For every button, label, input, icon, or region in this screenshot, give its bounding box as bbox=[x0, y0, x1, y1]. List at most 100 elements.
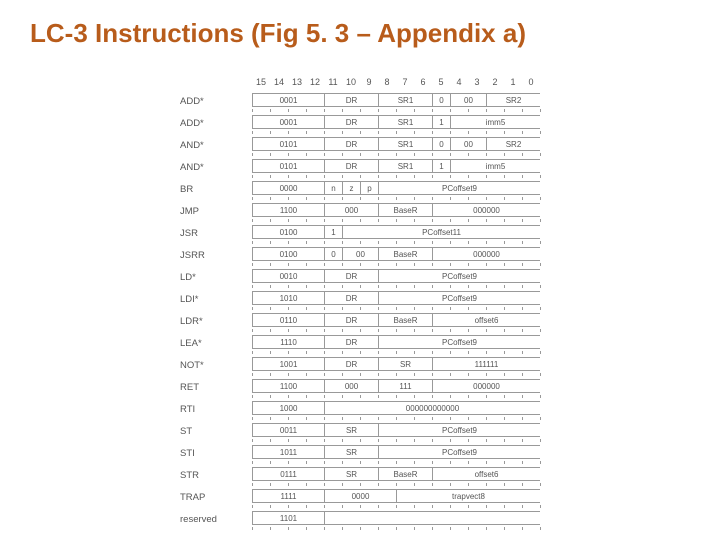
field-group: 1010DRPCoffset9 bbox=[252, 291, 540, 307]
field-cell: DR bbox=[324, 313, 378, 327]
mnemonic-label: RTI bbox=[180, 404, 252, 415]
field-group: 1100000BaseR000000 bbox=[252, 203, 540, 219]
field-cell: 0100 bbox=[252, 247, 324, 261]
field-cell: SR bbox=[324, 445, 378, 459]
field-group: 1011SRPCoffset9 bbox=[252, 445, 540, 461]
field-cell: 1000 bbox=[252, 401, 324, 415]
mnemonic-label: reserved bbox=[180, 514, 252, 525]
field-cell: n bbox=[324, 181, 342, 195]
instruction-row: JMP1100000BaseR000000 bbox=[180, 203, 540, 219]
field-group: 0010DRPCoffset9 bbox=[252, 269, 540, 285]
field-cell: offset6 bbox=[432, 467, 540, 481]
field-cell: imm5 bbox=[450, 115, 540, 129]
mnemonic-label: STI bbox=[180, 448, 252, 459]
field-cell: 1 bbox=[324, 225, 342, 239]
instruction-row: ST0011SRPCoffset9 bbox=[180, 423, 540, 439]
mnemonic-label: JMP bbox=[180, 206, 252, 217]
bit-header: 1514131211109876543210 bbox=[252, 77, 540, 87]
mnemonic-label: ADD* bbox=[180, 118, 252, 129]
field-cell: 1 bbox=[432, 115, 450, 129]
field-group: 1110DRPCoffset9 bbox=[252, 335, 540, 351]
field-cell: p bbox=[360, 181, 378, 195]
field-cell: PCoffset11 bbox=[342, 225, 540, 239]
field-cell: SR1 bbox=[378, 159, 432, 173]
field-group: 1101 bbox=[252, 511, 540, 527]
field-cell: SR bbox=[324, 467, 378, 481]
field-cell: PCoffset9 bbox=[378, 335, 540, 349]
bit-label: 5 bbox=[432, 77, 450, 87]
bit-label: 7 bbox=[396, 77, 414, 87]
mnemonic-label: NOT* bbox=[180, 360, 252, 371]
field-cell: BaseR bbox=[378, 467, 432, 481]
field-cell: 0100 bbox=[252, 225, 324, 239]
field-cell: PCoffset9 bbox=[378, 423, 540, 437]
field-cell: imm5 bbox=[450, 159, 540, 173]
mnemonic-label: RET bbox=[180, 382, 252, 393]
field-cell: 1011 bbox=[252, 445, 324, 459]
bit-label: 8 bbox=[378, 77, 396, 87]
field-cell: 000000 bbox=[432, 379, 540, 393]
field-cell: trapvect8 bbox=[396, 489, 540, 503]
field-cell: 0 bbox=[432, 137, 450, 151]
bit-label: 1 bbox=[504, 77, 522, 87]
field-cell: SR1 bbox=[378, 137, 432, 151]
field-cell: SR1 bbox=[378, 115, 432, 129]
bit-label: 10 bbox=[342, 77, 360, 87]
field-cell: SR2 bbox=[486, 93, 540, 107]
field-cell: PCoffset9 bbox=[378, 269, 540, 283]
instruction-row: LDI*1010DRPCoffset9 bbox=[180, 291, 540, 307]
page-title: LC-3 Instructions (Fig 5. 3 – Appendix a… bbox=[0, 0, 720, 49]
field-cell: BaseR bbox=[378, 247, 432, 261]
field-cell: 1 bbox=[432, 159, 450, 173]
field-cell: 00 bbox=[450, 137, 486, 151]
bit-label: 2 bbox=[486, 77, 504, 87]
mnemonic-label: AND* bbox=[180, 162, 252, 173]
field-cell: DR bbox=[324, 137, 378, 151]
bit-label: 0 bbox=[522, 77, 540, 87]
field-cell: 000000 bbox=[432, 203, 540, 217]
field-cell: 0111 bbox=[252, 467, 324, 481]
mnemonic-label: TRAP bbox=[180, 492, 252, 503]
mnemonic-label: LDI* bbox=[180, 294, 252, 305]
mnemonic-label: LD* bbox=[180, 272, 252, 283]
field-cell: offset6 bbox=[432, 313, 540, 327]
bit-label: 13 bbox=[288, 77, 306, 87]
field-cell: 111 bbox=[378, 379, 432, 393]
instruction-row: LDR*0110DRBaseRoffset6 bbox=[180, 313, 540, 329]
field-group: 0100000BaseR000000 bbox=[252, 247, 540, 263]
mnemonic-label: AND* bbox=[180, 140, 252, 151]
mnemonic-label: LEA* bbox=[180, 338, 252, 349]
instruction-row: AND*0101DRSR1000SR2 bbox=[180, 137, 540, 153]
field-group: 11110000trapvect8 bbox=[252, 489, 540, 505]
field-cell: PCoffset9 bbox=[378, 445, 540, 459]
field-cell: 000000 bbox=[432, 247, 540, 261]
mnemonic-label: JSRR bbox=[180, 250, 252, 261]
field-group: 0111SRBaseRoffset6 bbox=[252, 467, 540, 483]
mnemonic-label: LDR* bbox=[180, 316, 252, 327]
instruction-table: 1514131211109876543210 ADD*0001DRSR1000S… bbox=[180, 77, 540, 527]
instruction-row: NOT*1001DRSR111111 bbox=[180, 357, 540, 373]
field-cell: 0101 bbox=[252, 159, 324, 173]
bit-label: 15 bbox=[252, 77, 270, 87]
instruction-row: LEA*1110DRPCoffset9 bbox=[180, 335, 540, 351]
field-cell: 111111 bbox=[432, 357, 540, 371]
instruction-row: ADD*0001DRSR11imm5 bbox=[180, 115, 540, 131]
field-cell: SR1 bbox=[378, 93, 432, 107]
instruction-row: AND*0101DRSR11imm5 bbox=[180, 159, 540, 175]
instruction-row: TRAP11110000trapvect8 bbox=[180, 489, 540, 505]
field-cell: 000 bbox=[324, 379, 378, 393]
instruction-row: LD*0010DRPCoffset9 bbox=[180, 269, 540, 285]
field-cell: 1010 bbox=[252, 291, 324, 305]
bit-label: 6 bbox=[414, 77, 432, 87]
bit-label: 14 bbox=[270, 77, 288, 87]
field-cell: 0001 bbox=[252, 93, 324, 107]
field-cell: BaseR bbox=[378, 203, 432, 217]
field-cell: PCoffset9 bbox=[378, 291, 540, 305]
bit-label: 9 bbox=[360, 77, 378, 87]
field-cell: DR bbox=[324, 335, 378, 349]
field-cell: DR bbox=[324, 269, 378, 283]
field-cell: 000000000000 bbox=[324, 401, 540, 415]
bit-label: 4 bbox=[450, 77, 468, 87]
field-cell: SR bbox=[324, 423, 378, 437]
mnemonic-label: STR bbox=[180, 470, 252, 481]
